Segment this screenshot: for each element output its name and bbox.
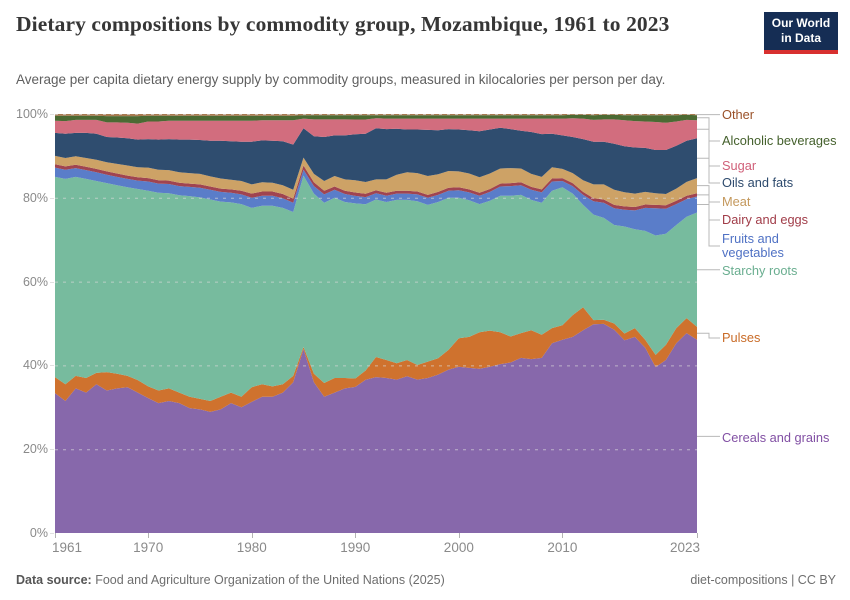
legend-connector-pulses (697, 332, 720, 339)
legend-item-starchy-roots[interactable]: Starchy roots (722, 263, 798, 278)
y-tick-mark (50, 281, 54, 283)
y-tick-mark (50, 449, 54, 451)
stacked-area-svg (55, 114, 697, 533)
area-starchy-roots[interactable] (55, 175, 697, 401)
x-tick-label: 2023 (669, 540, 700, 555)
y-tick-mark (50, 365, 54, 367)
area-cereals-and-grains[interactable] (55, 323, 697, 533)
x-tick-label: 2010 (547, 540, 578, 555)
x-tick-mark (355, 533, 357, 538)
owid-logo-line1: Our World (771, 16, 831, 30)
legend-connectors (697, 114, 720, 437)
data-source-text: Food and Agriculture Organization of the… (95, 573, 445, 587)
y-tick-mark (50, 114, 54, 115)
y-tick-label: 60% (22, 274, 48, 289)
area-meat[interactable] (55, 155, 697, 207)
y-tick-label: 40% (22, 358, 48, 373)
legend-item-dairy-and-eggs[interactable]: Dairy and eggs (722, 212, 809, 227)
data-source: Data source: Food and Agriculture Organi… (16, 573, 445, 587)
legend-item-fruits-and-vegetables[interactable]: Fruits and vegetables (722, 231, 784, 260)
y-tick-label: 100% (16, 107, 48, 121)
legend-item-meat[interactable]: Meat (722, 194, 751, 209)
chart-subtitle: Average per capita dietary energy supply… (16, 72, 666, 87)
owid-logo-line2: in Data (780, 31, 821, 45)
legend-item-oils-and-fats[interactable]: Oils and fats (722, 175, 794, 190)
y-tick-mark (50, 197, 54, 199)
license-note[interactable]: diet-compositions | CC BY (690, 573, 836, 587)
y-tick-label: 80% (22, 190, 48, 205)
x-tick-label: 2000 (443, 540, 474, 555)
x-tick-mark (251, 533, 253, 538)
x-tick-mark (562, 533, 564, 538)
owid-logo[interactable]: Our World in Data (764, 12, 838, 54)
x-tick-label: 1970 (133, 540, 164, 555)
page-title: Dietary compositions by commodity group,… (16, 12, 670, 36)
legend-item-alcoholic-beverages[interactable]: Alcoholic beverages (722, 133, 837, 148)
x-tick-label: 1961 (52, 540, 83, 555)
x-tick-label: 1980 (236, 540, 267, 555)
legend-connector-meat (697, 185, 720, 203)
area-alcoholic-beverages[interactable] (55, 114, 697, 124)
y-tick-label: 20% (22, 442, 48, 457)
x-tick-mark (55, 533, 56, 538)
area-sugar[interactable] (55, 118, 697, 150)
legend-item-cereals-and-grains[interactable]: Cereals and grains (722, 430, 830, 445)
x-tick-mark (697, 533, 698, 538)
x-tick-mark (458, 533, 460, 538)
stacked-area-plot (55, 114, 697, 533)
y-tick-mark (50, 533, 54, 534)
y-tick-label: 0% (29, 526, 48, 540)
x-tick-mark (148, 533, 150, 538)
legend-connector-oils-and-fats (697, 157, 720, 184)
data-source-label: Data source: (16, 573, 92, 587)
legend-connector-fruits-and-vegetables (697, 204, 720, 247)
x-tick-label: 1990 (340, 540, 371, 555)
legend-item-other[interactable]: Other (722, 107, 755, 122)
legend-item-sugar[interactable]: Sugar (722, 158, 757, 173)
area-oils-and-fats[interactable] (55, 127, 697, 194)
legend-item-pulses[interactable]: Pulses (722, 330, 761, 345)
legend-connector-sugar (697, 128, 720, 167)
area-pulses[interactable] (55, 307, 697, 412)
